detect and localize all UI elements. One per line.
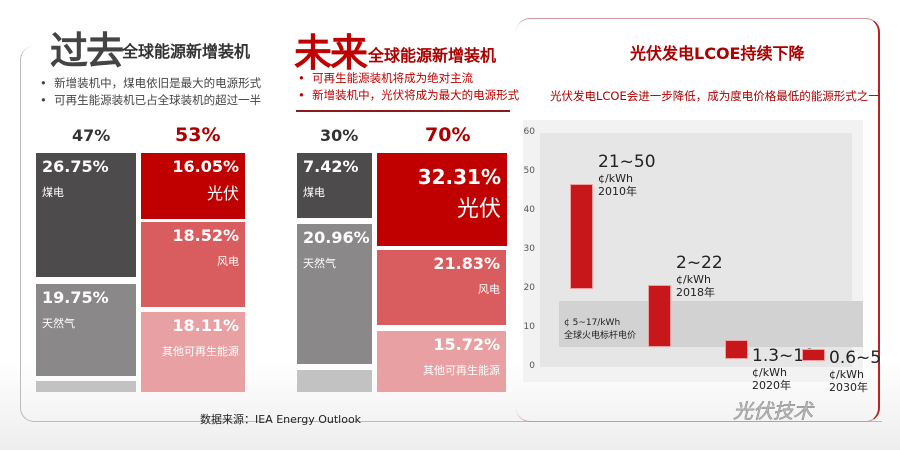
future-coal-block: 7.42% 煤电 <box>297 153 372 218</box>
chart-subtitle: 光伏发电LCOE会进一步降低，成为度电价格最低的能源形式之一 <box>550 89 880 103</box>
future-wind-block: 21.83% 风电 <box>377 250 506 325</box>
past-title: 过去 <box>46 20 127 75</box>
band-label-desc: 全球火电标杆电价 <box>564 330 637 341</box>
lcoe-label: 2~22 ¢/kWh 2018年 <box>676 253 723 299</box>
lcoe-year: 2018年 <box>676 286 715 300</box>
past-coal-block: 26.75% 煤电 <box>36 153 136 277</box>
source-note: 数据来源：IEA Energy Outlook <box>200 413 362 426</box>
lcoe-bar-2030年 <box>802 349 825 362</box>
benchmark-band-label: ¢ 5~17/kWh 全球火电标杆电价 <box>564 317 636 343</box>
lcoe-unit: ¢/kWh <box>752 366 787 380</box>
lcoe-unit: ¢/kWh <box>829 368 864 382</box>
y-tick-label: 10 <box>523 322 535 332</box>
future-other-renew-block: 15.72% 其他可再生能源 <box>377 331 506 392</box>
future-gas-block: 20.96% 天然气 <box>297 224 372 364</box>
past-bullets: • 新增装机中，煤电依旧是最大的电源形式 • 可再生能源装机已占全球装机的超过一半 <box>40 76 262 107</box>
chart-title: 光伏发电LCOE持续下降 <box>622 40 813 64</box>
lcoe-unit: ¢/kWh <box>598 171 633 185</box>
past-renew-pct: 53% <box>175 124 221 146</box>
y-tick-label: 0 <box>529 361 535 371</box>
band-label-price: ¢ 5~17/kWh <box>564 317 621 328</box>
lcoe-year: 2030年 <box>829 381 868 395</box>
y-tick-label: 30 <box>523 244 535 254</box>
y-tick-label: 60 <box>523 127 535 137</box>
lcoe-label: 0.6~5 <box>829 348 882 369</box>
lcoe-unit: ¢/kWh <box>676 273 711 287</box>
lcoe-year: 2020年 <box>752 379 791 393</box>
future-title: 未来 <box>294 31 368 75</box>
past-wind-block: 18.52% 风电 <box>141 222 245 307</box>
lcoe-label: 1.3~10 ¢/kWh 2020年 <box>752 346 815 392</box>
future-subtitle: 全球能源新增装机 <box>368 46 497 65</box>
watermark: 光伏技术 <box>733 399 814 424</box>
lcoe-bar-2018年 <box>648 285 671 348</box>
future-pv-block: 32.31% 光伏 <box>377 153 507 246</box>
y-tick-label: 40 <box>523 205 535 215</box>
future-bullets: • 可再生能源装机将成为绝对主流 • 新增装机中，光伏将成为最大的电源形式 <box>298 71 520 102</box>
lcoe-label: 21~50 ¢/kWh 2010年 <box>598 152 656 198</box>
past-gas-block: 19.75% 天然气 <box>36 284 136 376</box>
future-underline <box>296 110 510 112</box>
y-tick-label: 50 <box>523 166 535 176</box>
benchmark-band <box>559 300 863 348</box>
lcoe-panel <box>516 18 880 422</box>
future-renew-pct: 70% <box>425 124 471 146</box>
y-tick-label: 20 <box>523 283 535 293</box>
past-other-fossil-block <box>36 381 136 392</box>
lcoe-year: 2010年 <box>598 184 637 198</box>
future-other-fossil-block <box>297 370 372 392</box>
past-panel <box>20 46 272 422</box>
past-fossil-pct: 47% <box>72 126 111 145</box>
past-subtitle: 全球能源新增装机 <box>122 42 251 61</box>
future-fossil-pct: 30% <box>320 126 359 145</box>
lcoe-label: 2~22 <box>676 253 723 274</box>
past-other-renew-block: 18.11% 其他可再生能源 <box>141 312 245 392</box>
past-pv-block: 16.05% 光伏 <box>141 153 245 219</box>
lcoe-label: 1.3~10 <box>752 346 815 367</box>
lcoe-bar-2020年 <box>725 339 748 360</box>
lcoe-label: 0.6~5 ¢/kWh 2030年 <box>829 348 881 394</box>
lcoe-bar-2010年 <box>570 183 593 289</box>
lcoe-label: 21~50 <box>598 151 656 172</box>
